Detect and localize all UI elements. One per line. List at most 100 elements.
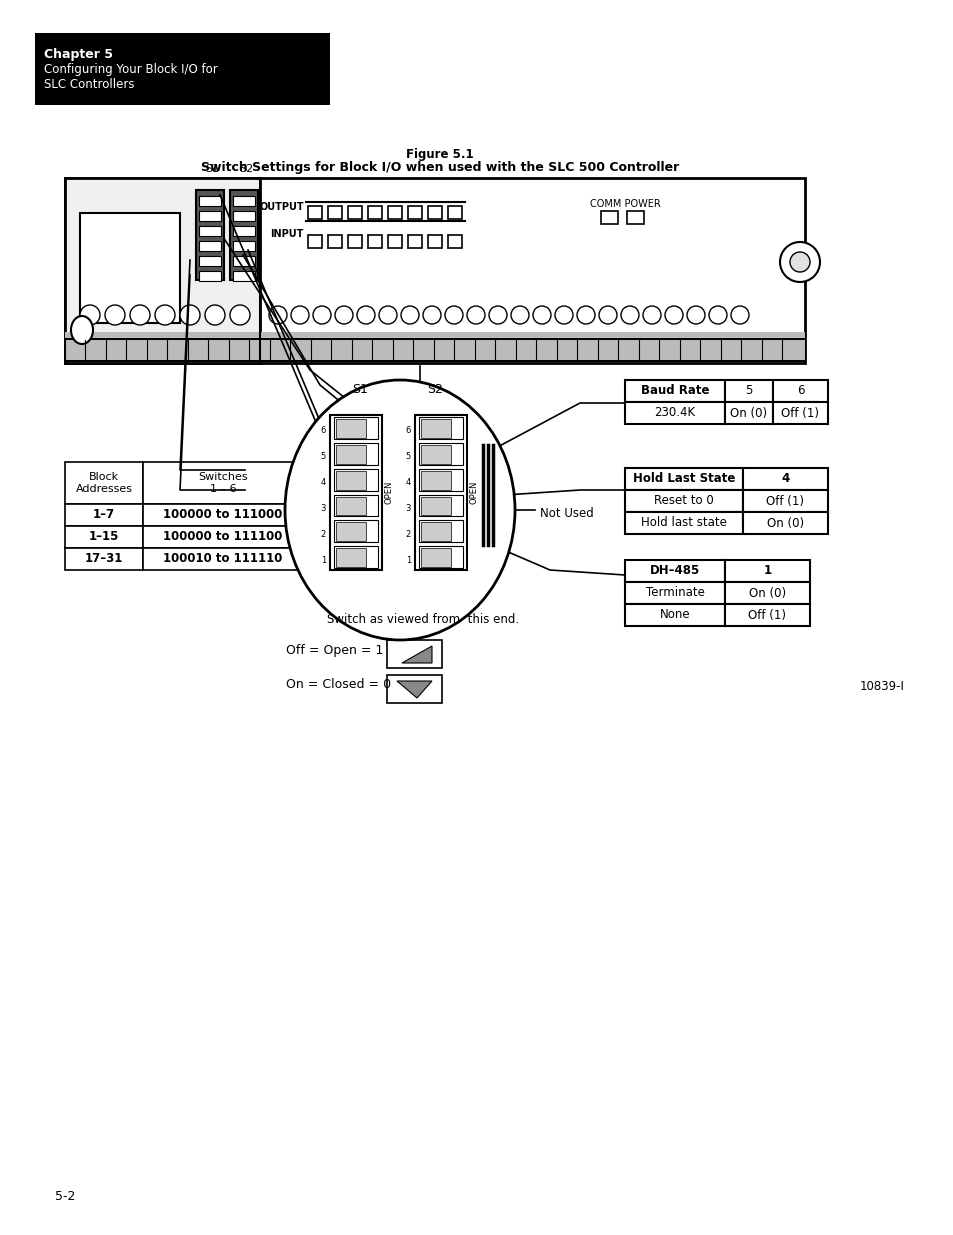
Circle shape bbox=[400, 306, 418, 324]
Bar bbox=[387, 640, 441, 668]
Ellipse shape bbox=[71, 316, 92, 345]
Circle shape bbox=[378, 306, 396, 324]
Text: None: None bbox=[659, 609, 690, 621]
Circle shape bbox=[489, 306, 506, 324]
Bar bbox=[335, 471, 366, 489]
Circle shape bbox=[789, 252, 809, 272]
Bar bbox=[334, 494, 377, 516]
Bar bbox=[368, 235, 381, 248]
Circle shape bbox=[730, 306, 748, 324]
Text: INPUT: INPUT bbox=[271, 228, 304, 240]
Bar bbox=[335, 445, 366, 463]
Text: Configuring Your Block I/O for: Configuring Your Block I/O for bbox=[44, 63, 217, 77]
Bar bbox=[334, 546, 377, 568]
Bar bbox=[199, 270, 221, 282]
Text: 17–31: 17–31 bbox=[85, 552, 123, 566]
Bar bbox=[418, 546, 462, 568]
Text: 4: 4 bbox=[405, 478, 411, 487]
Bar bbox=[233, 195, 254, 206]
Bar bbox=[35, 33, 330, 105]
Text: 5: 5 bbox=[744, 384, 752, 398]
Circle shape bbox=[154, 305, 174, 325]
Circle shape bbox=[130, 305, 150, 325]
Text: S2: S2 bbox=[238, 164, 253, 174]
Bar bbox=[65, 178, 804, 363]
Bar bbox=[199, 241, 221, 251]
Text: OPEN: OPEN bbox=[470, 480, 478, 504]
Bar bbox=[334, 443, 377, 464]
Text: Baud Rate: Baud Rate bbox=[640, 384, 708, 398]
Bar bbox=[335, 496, 366, 515]
Bar bbox=[420, 471, 451, 489]
Bar bbox=[418, 468, 462, 490]
Bar bbox=[328, 206, 341, 219]
Text: 5: 5 bbox=[320, 452, 326, 461]
Text: 1: 1 bbox=[762, 564, 771, 578]
Text: S1: S1 bbox=[205, 164, 219, 174]
Bar bbox=[724, 582, 809, 604]
Text: 100000 to 111100: 100000 to 111100 bbox=[163, 531, 282, 543]
Bar bbox=[65, 462, 143, 504]
Text: DH–485: DH–485 bbox=[649, 564, 700, 578]
Circle shape bbox=[444, 306, 462, 324]
Bar bbox=[415, 415, 467, 571]
Bar bbox=[65, 332, 804, 362]
Text: Switch Settings for Block I/O when used with the SLC 500 Controller: Switch Settings for Block I/O when used … bbox=[201, 161, 679, 174]
Text: Block
Addresses: Block Addresses bbox=[75, 472, 132, 494]
Text: Hold last state: Hold last state bbox=[640, 516, 726, 530]
Text: On (0): On (0) bbox=[748, 587, 785, 599]
Text: Off = Open = 1: Off = Open = 1 bbox=[286, 643, 383, 657]
Text: Off (1): Off (1) bbox=[765, 494, 803, 508]
Text: S1: S1 bbox=[352, 383, 368, 396]
Circle shape bbox=[180, 305, 200, 325]
Text: On (0): On (0) bbox=[766, 516, 803, 530]
Circle shape bbox=[105, 305, 125, 325]
Bar bbox=[65, 359, 804, 362]
Bar bbox=[624, 490, 742, 513]
Text: 5-2: 5-2 bbox=[55, 1191, 75, 1203]
Bar bbox=[230, 190, 257, 280]
Circle shape bbox=[598, 306, 617, 324]
Text: Off (1): Off (1) bbox=[781, 406, 819, 420]
Bar bbox=[233, 241, 254, 251]
Text: OUTPUT: OUTPUT bbox=[259, 203, 304, 212]
Bar bbox=[65, 504, 143, 526]
Bar bbox=[428, 206, 441, 219]
Bar bbox=[195, 190, 224, 280]
Bar bbox=[420, 445, 451, 463]
Circle shape bbox=[620, 306, 639, 324]
Bar bbox=[428, 235, 441, 248]
Bar bbox=[624, 380, 724, 403]
Circle shape bbox=[230, 305, 250, 325]
Bar bbox=[418, 417, 462, 438]
Circle shape bbox=[422, 306, 440, 324]
Text: 6: 6 bbox=[796, 384, 803, 398]
Text: Hold Last State: Hold Last State bbox=[632, 473, 735, 485]
Text: 1–7: 1–7 bbox=[92, 509, 115, 521]
Bar bbox=[724, 604, 809, 626]
Bar bbox=[626, 211, 643, 224]
Bar bbox=[335, 548, 366, 567]
Circle shape bbox=[780, 242, 820, 282]
Bar bbox=[420, 419, 451, 438]
Bar bbox=[335, 522, 366, 541]
Text: OPEN: OPEN bbox=[385, 480, 394, 504]
Bar bbox=[143, 504, 303, 526]
Bar bbox=[624, 513, 742, 534]
Bar bbox=[143, 526, 303, 548]
Text: 6: 6 bbox=[405, 426, 411, 436]
Bar bbox=[233, 226, 254, 236]
Bar bbox=[233, 210, 254, 221]
Bar bbox=[199, 210, 221, 221]
Bar bbox=[418, 443, 462, 464]
Text: Figure 5.1: Figure 5.1 bbox=[406, 148, 474, 161]
Bar bbox=[335, 419, 366, 438]
Bar bbox=[330, 415, 381, 571]
Bar bbox=[408, 235, 421, 248]
Text: On = Closed = 0: On = Closed = 0 bbox=[286, 678, 391, 692]
Text: 1–15: 1–15 bbox=[89, 531, 119, 543]
Bar bbox=[387, 676, 441, 703]
Text: Switch as viewed from  this end.: Switch as viewed from this end. bbox=[327, 613, 518, 626]
Text: 100010 to 111110: 100010 to 111110 bbox=[163, 552, 282, 566]
Circle shape bbox=[686, 306, 704, 324]
